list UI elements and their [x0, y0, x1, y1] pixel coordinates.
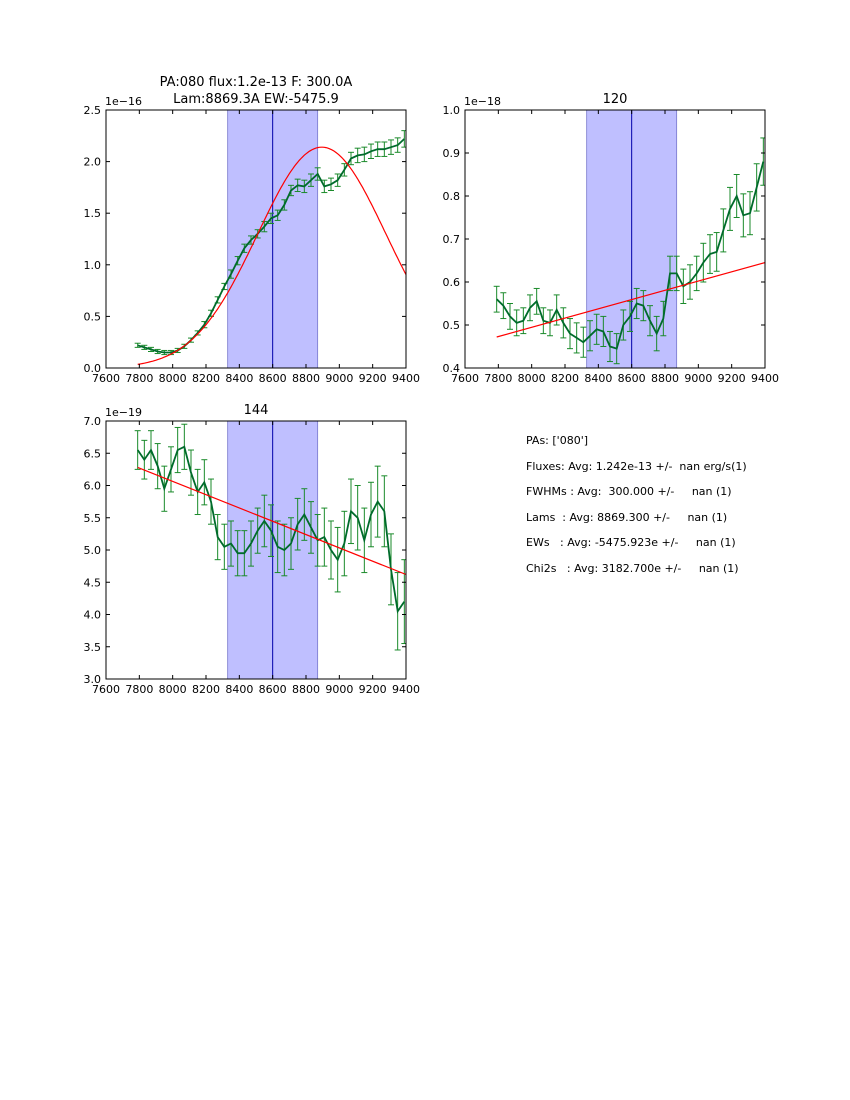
y-tick-label: 2.5	[84, 104, 102, 117]
y-tick-label: 3.0	[84, 673, 102, 686]
y-tick-label: 0.4	[443, 362, 461, 375]
subplot-title: PA:080 flux:1.2e-13 F: 300.0A	[160, 75, 353, 90]
x-tick-label: 8600	[259, 683, 287, 696]
x-tick-label: 9400	[392, 372, 420, 385]
x-tick-label: 8600	[259, 372, 287, 385]
plot-area	[493, 110, 765, 368]
x-tick-label: 8000	[159, 683, 187, 696]
y-tick-label: 7.0	[84, 415, 102, 428]
y-tick-label: 1.0	[443, 104, 461, 117]
summary-pas: PAs: ['080']	[526, 434, 589, 447]
fit-curve	[137, 146, 406, 365]
summary-chi2s: Chi2s : Avg: 3182.700e +/- nan (1)	[526, 561, 739, 575]
x-tick-label: 8400	[584, 372, 612, 385]
x-tick-label: 7600	[92, 372, 120, 385]
offset-label: 1e−16	[105, 95, 142, 108]
x-tick-label: 7800	[484, 372, 512, 385]
subplot-title: 144	[244, 403, 269, 418]
y-tick-label: 0.7	[443, 233, 461, 246]
y-tick-label: 0.5	[443, 319, 461, 332]
summary-lams: Lams : Avg: 8869.300 +/- nan (1)	[526, 510, 728, 524]
y-tick-label: 4.0	[84, 609, 102, 622]
subplot-2: 7600 7800 8000 8200 8400 8600 8800 9000 9200 9400…	[443, 92, 780, 385]
x-tick-label: 8200	[192, 372, 220, 385]
x-tick-label: 7600	[451, 372, 479, 385]
x-tick-label: 9400	[392, 683, 420, 696]
subplot-1: 7600 7800 8000 8200 8400 8600 8800 9000 9200 9400…	[84, 75, 421, 385]
y-tick-label: 0.8	[443, 190, 461, 203]
x-tick-label: 8000	[159, 372, 187, 385]
x-tick-label: 9000	[684, 372, 712, 385]
plot-area	[134, 110, 406, 368]
x-tick-label: 7600	[92, 683, 120, 696]
data-line	[496, 161, 765, 350]
y-tick-label: 1.5	[84, 207, 102, 220]
x-tick-label: 8000	[518, 372, 546, 385]
subplot-title: 120	[603, 92, 628, 107]
y-tick-label: 6.0	[84, 480, 102, 493]
summary-fluxes: Fluxes: Avg: 1.242e-13 +/- nan erg/s(1)	[526, 459, 747, 473]
x-tick-label: 9200	[718, 372, 746, 385]
x-tick-label: 8400	[225, 372, 253, 385]
fit-summary: PAs: ['080'] Fluxes: Avg: 1.242e-13 +/- …	[526, 432, 747, 586]
data-line	[136, 445, 406, 614]
x-tick-label: 7800	[125, 372, 153, 385]
subplot-title: Lam:8869.3A EW:-5475.9	[173, 92, 339, 107]
x-tick-label: 8600	[618, 372, 646, 385]
y-tick-label: 0.6	[443, 276, 461, 289]
x-tick-label: 7800	[125, 683, 153, 696]
y-tick-label: 2.0	[84, 156, 102, 169]
y-tick-label: 0.9	[443, 147, 461, 160]
x-tick-label: 8400	[225, 683, 253, 696]
x-tick-label: 8800	[292, 683, 320, 696]
x-tick-label: 9200	[359, 683, 387, 696]
fit-line	[496, 262, 765, 338]
x-tick-label: 9400	[751, 372, 779, 385]
y-tick-label: 5.0	[84, 544, 102, 557]
y-tick-label: 3.5	[84, 641, 102, 654]
summary-ews: EWs : Avg: -5475.923e +/- nan (1)	[526, 536, 736, 550]
y-tick-label: 1.0	[84, 259, 102, 272]
y-tick-label: 0.0	[84, 362, 102, 375]
x-tick-label: 8800	[292, 372, 320, 385]
y-tick-label: 5.5	[84, 512, 102, 525]
subplot-3: 7600 7800 8000 8200 8400 8600 8800 9000 9200 9400…	[84, 403, 421, 696]
summary-fwhms: FWHMs : Avg: 300.000 +/- nan (1)	[526, 485, 732, 499]
y-tick-label: 0.5	[84, 310, 102, 323]
x-tick-label: 9200	[359, 372, 387, 385]
plot-area	[134, 421, 406, 679]
axes-frame	[105, 109, 407, 369]
fit-line	[137, 466, 406, 576]
x-tick-label: 9000	[325, 372, 353, 385]
y-tick-label: 6.5	[84, 447, 102, 460]
x-tick-label: 8200	[192, 683, 220, 696]
offset-label: 1e−18	[464, 95, 501, 108]
x-tick-label: 8800	[651, 372, 679, 385]
x-tick-label: 8200	[551, 372, 579, 385]
offset-label: 1e−19	[105, 406, 142, 419]
x-tick-label: 9000	[325, 683, 353, 696]
y-tick-label: 4.5	[84, 576, 102, 589]
